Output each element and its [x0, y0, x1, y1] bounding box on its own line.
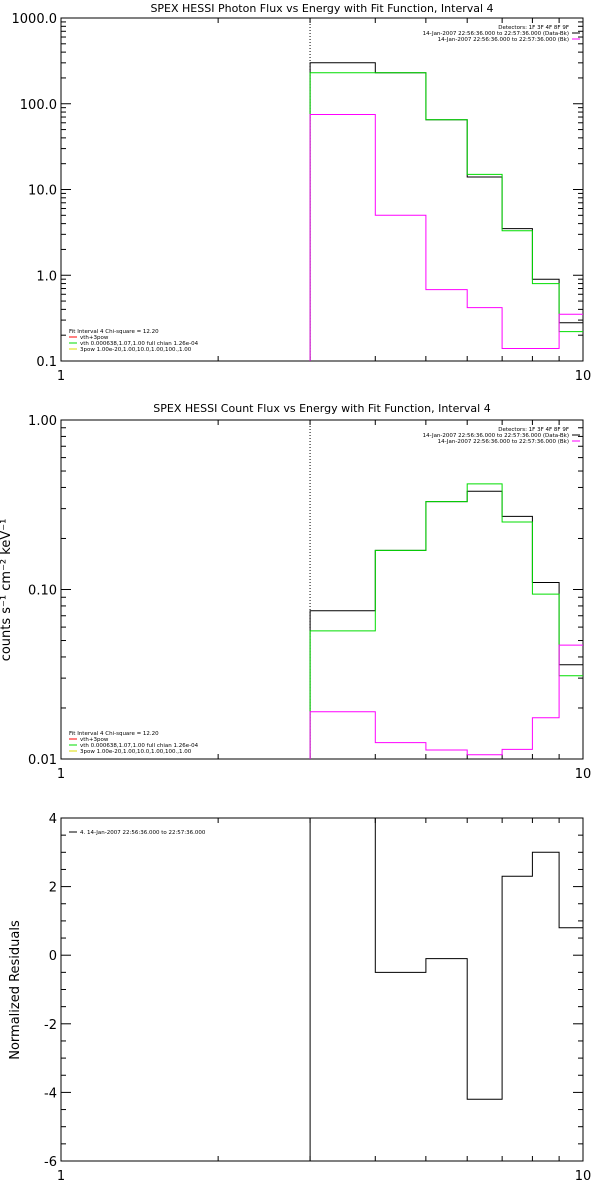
- y-tick-label: 100.0: [20, 98, 57, 113]
- y-tick-label: 0.01: [28, 753, 57, 768]
- chart-2: SPEX HESSI Count Flux vs Energy with Fit…: [0, 402, 591, 782]
- y-tick-label: 0.1: [36, 355, 57, 370]
- series-2-step: [309, 72, 583, 361]
- legend-item-label: vth+3pow: [80, 737, 109, 743]
- x-tick-label: 10: [575, 1169, 592, 1184]
- plot-frame: [60, 419, 584, 760]
- x-tick-label: 1: [57, 1169, 65, 1184]
- x-tick-label: 1: [57, 369, 65, 384]
- chart-title: SPEX HESSI Photon Flux vs Energy with Fi…: [150, 2, 493, 15]
- x-tick-label: 10: [575, 767, 592, 782]
- y-tick-label: 1.0: [36, 269, 57, 284]
- header-line: 14-Jan-2007 22:56:36.000 to 22:57:36.000…: [438, 37, 569, 43]
- series-1-step: [309, 62, 583, 361]
- x-tick-label: 1: [57, 767, 65, 782]
- data-layer: [309, 420, 583, 759]
- data-layer: [309, 818, 583, 1161]
- legend-item-label: 3pow 1.00e-20,1.00,10.0,1.00,100.,1.00: [80, 347, 192, 353]
- y-tick-label: 0: [49, 949, 57, 964]
- header-line: 14-Jan-2007 22:56:36.000 to 22:57:36.000…: [423, 31, 569, 37]
- legend-item-label: vth 0.000638,1.07,1.00 full chian 1.26e-…: [80, 341, 199, 347]
- legend-item-label: vth 0.000638,1.07,1.00 full chian 1.26e-…: [80, 743, 199, 749]
- y-tick-label: 4: [49, 812, 57, 827]
- y-tick-label: -2: [44, 1018, 57, 1033]
- x-tick-label: 10: [575, 369, 592, 384]
- y-tick-label: 0.10: [28, 584, 57, 599]
- chart-1: SPEX HESSI Photon Flux vs Energy with Fi…: [12, 2, 592, 384]
- legend-item-label: 3pow 1.00e-20,1.00,10.0,1.00,100.,1.00: [80, 749, 192, 755]
- legend-heading: Fit Interval 4 Chi-square = 12.20: [69, 329, 159, 335]
- y-tick-label: 2: [49, 881, 57, 896]
- legend-item-label: vth+3pow: [80, 335, 109, 341]
- series-3-step: [309, 114, 583, 361]
- plot-frame: [60, 817, 584, 1162]
- header-line: 14-Jan-2007 22:56:36.000 to 22:57:36.000…: [423, 433, 569, 439]
- header-line: Detectors: 1F 3F 4F 8F 9F: [498, 25, 569, 31]
- series-1-step: [309, 818, 583, 1161]
- y-tick-label: -4: [44, 1086, 57, 1101]
- series-2-step: [309, 483, 583, 759]
- series-1-step: [309, 490, 583, 759]
- chart-title: SPEX HESSI Count Flux vs Energy with Fit…: [153, 402, 490, 415]
- chart-3: 1 10 -6 -4 -2 0 2 4 Normalized Residuals 4. 14-Ja…: [8, 812, 591, 1184]
- header-line: Detectors: 1F 3F 4F 8F 9F: [498, 427, 569, 433]
- data-layer: [309, 18, 583, 361]
- y-tick-label: 1000.0: [12, 12, 58, 27]
- legend-heading: Fit Interval 4 Chi-square = 12.20: [69, 731, 159, 737]
- header-line: 14-Jan-2007 22:56:36.000 to 22:57:36.000…: [438, 439, 569, 445]
- y-tick-label: 10.0: [28, 184, 57, 199]
- y-axis-label: counts s⁻¹ cm⁻² keV⁻¹: [0, 519, 14, 662]
- plot-frame: [60, 17, 584, 362]
- y-tick-label: 1.00: [28, 414, 57, 429]
- y-tick-label: -6: [44, 1155, 57, 1170]
- y-axis-label: Normalized Residuals: [8, 920, 23, 1060]
- legend-item-label: 4. 14-Jan-2007 22:56:36.000 to 22:57:36.…: [80, 830, 206, 836]
- series-3-step: [309, 644, 583, 759]
